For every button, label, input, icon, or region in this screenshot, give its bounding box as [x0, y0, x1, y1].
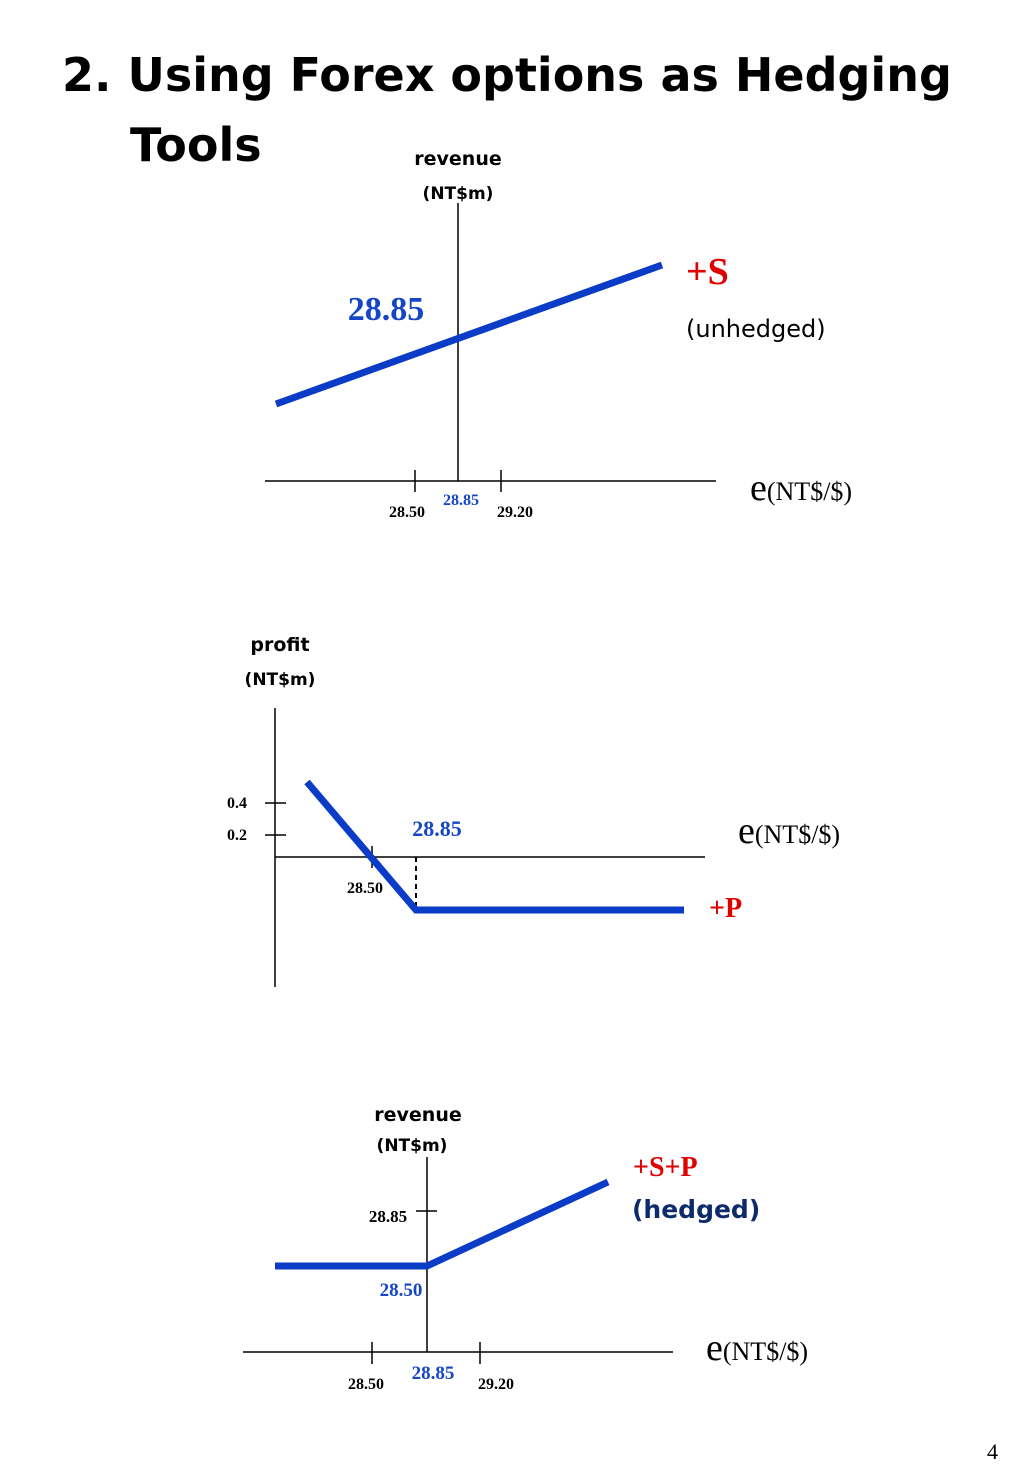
- p3-series-note: (hedged): [632, 1195, 760, 1224]
- p1-y-axis-label-revenue: revenue: [414, 148, 501, 170]
- p1-intercept-label: 28.85: [348, 291, 425, 328]
- p1-x-tick-label-right: 29.20: [497, 504, 533, 521]
- p3-y-axis-label-unit: (NT$m): [377, 1136, 448, 1156]
- p2-put-payoff-line: [304, 779, 684, 914]
- p2-x-tick-label: 28.50: [347, 880, 383, 897]
- p2-y-axis-label-profit: profit: [250, 634, 309, 656]
- panel-put-profit: profit (NT$m) 0.4 0.2 28.50 28.85 +P e(N…: [227, 634, 840, 987]
- p1-series-label: +S: [686, 251, 729, 293]
- p1-series-note: (unhedged): [686, 315, 826, 343]
- p3-x-axis-label: e(NT$/$): [706, 1327, 808, 1369]
- p1-unhedged-line: [274, 261, 664, 408]
- p3-x-tick-label-left: 28.50: [348, 1376, 384, 1393]
- page-number: 4: [987, 1439, 998, 1464]
- p1-x-axis-label-unit: (NT$/$): [767, 477, 852, 506]
- p1-x-axis-label-e: e: [750, 467, 767, 509]
- p3-x-tick-label-mid: 28.85: [412, 1363, 455, 1384]
- p3-x-axis-label-e: e: [706, 1327, 723, 1369]
- p2-series-label: +P: [709, 893, 742, 924]
- panel-unhedged: revenue (NT$m) 28.85 +S (unhedged) 28.50…: [265, 148, 852, 521]
- p3-y-tick-label: 28.85: [369, 1207, 407, 1226]
- p3-floor-label: 28.50: [380, 1280, 423, 1301]
- slide-title-line2: Tools: [130, 118, 262, 172]
- p2-x-axis-label-e: e: [738, 810, 755, 852]
- p2-x-axis-label-unit: (NT$/$): [755, 820, 840, 849]
- slide-title-line1: 2. Using Forex options as Hedging: [62, 48, 952, 102]
- p3-x-axis-label-unit: (NT$/$): [723, 1337, 808, 1366]
- p3-hedged-line: [275, 1178, 610, 1270]
- slide-title: 2. Using Forex options as Hedging Tools: [62, 40, 952, 180]
- p2-y-tick-label-04: 0.4: [227, 795, 247, 812]
- p1-x-axis-label: e(NT$/$): [750, 467, 852, 509]
- p2-x-axis-label: e(NT$/$): [738, 810, 840, 852]
- p1-x-tick-label-left: 28.50: [389, 504, 425, 521]
- panel-hedged: revenue (NT$m) 28.85 28.50 +S+P (hedged)…: [243, 1104, 808, 1393]
- p3-series-label: +S+P: [633, 1152, 698, 1183]
- p1-y-axis-label-unit: (NT$m): [423, 184, 494, 204]
- p2-y-axis-label-unit: (NT$m): [245, 670, 316, 690]
- p1-x-tick-label-mid: 28.85: [443, 492, 479, 509]
- p2-strike-label: 28.85: [412, 816, 462, 841]
- p2-y-tick-label-02: 0.2: [227, 827, 247, 844]
- p3-x-tick-label-right: 29.20: [478, 1376, 514, 1393]
- p3-y-axis-label-revenue: revenue: [374, 1104, 461, 1126]
